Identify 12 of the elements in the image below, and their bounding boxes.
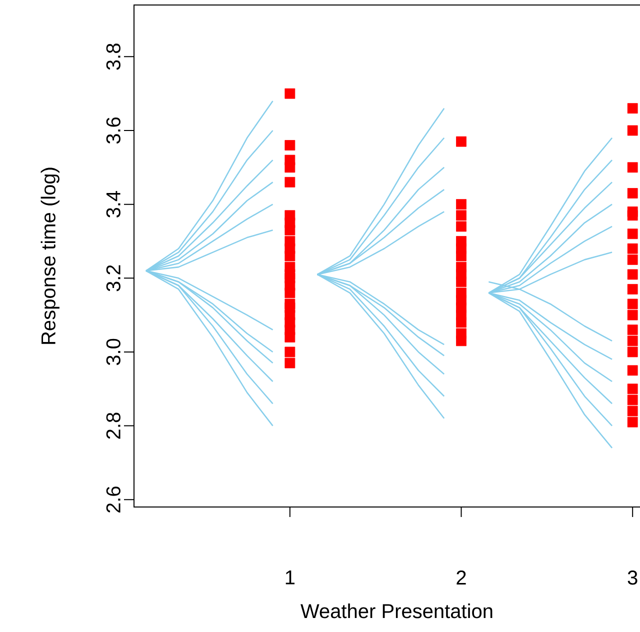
y-tick-label: 3.8 [106, 44, 120, 70]
x-tick-label: 1 [286, 570, 294, 584]
x-tick-label: 3 [628, 570, 638, 585]
x-tick-label: 2 [456, 570, 466, 584]
y-tick-label: 3.6 [106, 117, 120, 144]
y-tick-label: 2.8 [106, 412, 120, 439]
y-tick-label: 3.0 [106, 338, 120, 366]
y-tick-label: 3.4 [106, 191, 120, 218]
x-axis-title: Weather Presentation [300, 604, 492, 618]
y-axis-title: Response time (log) [40, 168, 60, 344]
y-tick-label: 2.6 [106, 486, 120, 513]
y-tick-label: 3.2 [106, 265, 120, 292]
